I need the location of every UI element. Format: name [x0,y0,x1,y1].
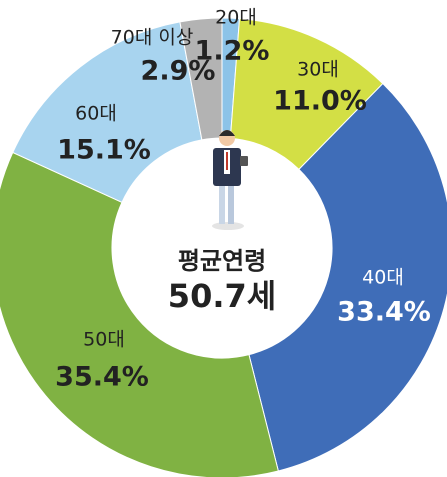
slice-name: 70대 이상 [111,27,194,49]
slice-value-label: 1.2% [195,36,270,67]
slice-name: 20대 [215,7,257,29]
slice-name: 40대 [362,267,404,289]
donut-slice [248,82,447,472]
donut-hole [112,138,332,358]
slice-value-label: 2.9% [141,56,216,87]
center-value: 50.7세 [168,277,276,315]
slice-value-label: 15.1% [57,135,151,166]
slice-name: 50대 [83,329,125,351]
slice-name: 30대 [297,59,339,81]
center-title: 평균연령 [178,247,266,275]
person-illustration [212,130,248,230]
slice-name: 60대 [75,103,117,125]
slices [0,17,447,477]
slice-value-label: 11.0% [273,86,367,117]
slice-value-label: 33.4% [337,297,431,328]
slice-value-label: 35.4% [55,362,149,393]
